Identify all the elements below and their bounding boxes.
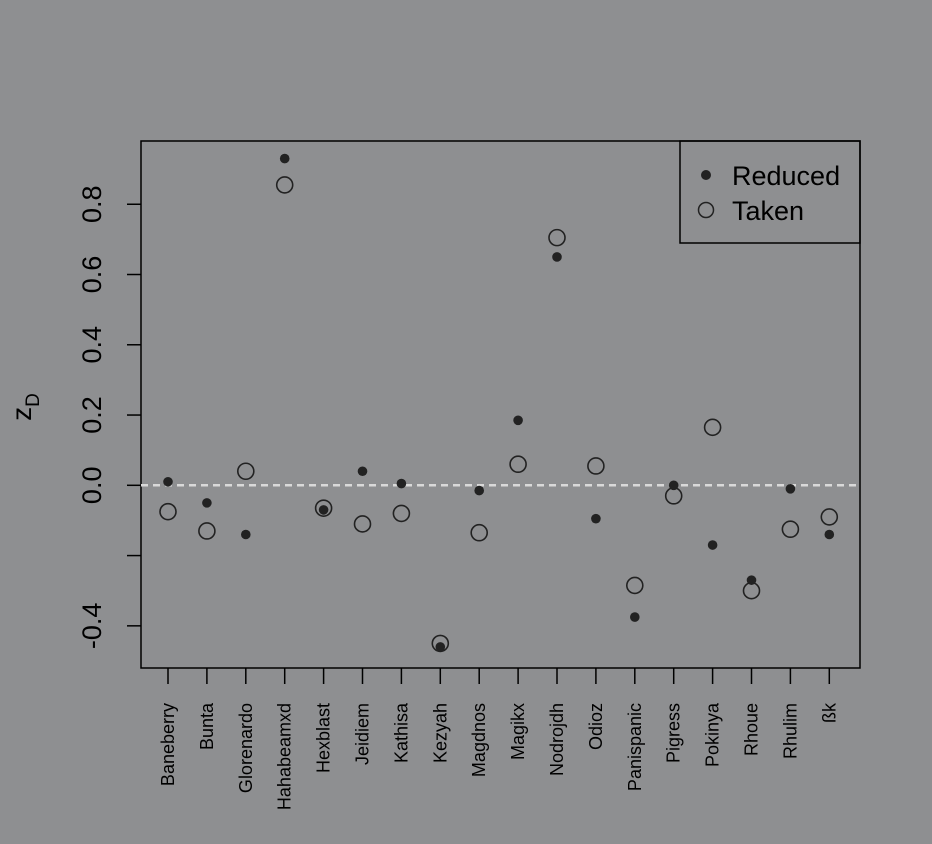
legend-box [679, 140, 861, 244]
y-tick-label: 0.8 [77, 185, 107, 223]
reduced-point [668, 480, 679, 491]
taken-point [703, 418, 722, 437]
reduced-point [396, 478, 407, 489]
taken-point [159, 502, 177, 521]
taken-point [392, 504, 411, 523]
legend: Reduced Taken [679, 140, 861, 244]
plot-frame [140, 140, 861, 669]
legend-reduced-marker [701, 170, 711, 180]
y-axis-label-subscript: D [23, 393, 44, 407]
x-tick-label: Jeidiem [353, 703, 373, 765]
y-axis-label: zD [6, 393, 44, 421]
x-tick-label: Pokinya [703, 702, 723, 767]
reduced-point [746, 575, 757, 585]
y-tick-label: 0.0 [77, 467, 107, 505]
x-tick-label: Glorenardo [236, 703, 256, 793]
y-tick-label: 0.6 [77, 256, 107, 294]
reduced-point [279, 153, 290, 164]
x-tick-label: ßk [819, 702, 839, 723]
y-axis: 0.8 0.6 0.4 0.2 0.0 -0.4 [77, 185, 141, 649]
reduced-point [474, 485, 485, 496]
taken-point [548, 228, 566, 247]
reduced-point [163, 476, 173, 487]
taken-point [587, 457, 605, 475]
reduced-point [552, 252, 562, 262]
x-tick-label: Kezyah [430, 703, 450, 763]
legend-taken-label: Taken [732, 196, 804, 226]
x-tick-label: Hahabeamxd [275, 703, 295, 810]
reduced-point [357, 466, 368, 477]
legend-reduced-label: Reduced [732, 161, 840, 191]
taken-point [353, 515, 372, 533]
x-tick-label: Panispanic [625, 703, 645, 791]
x-tick-label: Magdnos [469, 703, 489, 777]
data-points [159, 153, 839, 653]
taken-point [237, 462, 255, 481]
x-tick-label: Nodrojdh [547, 703, 567, 776]
y-tick-label: -0.4 [77, 603, 107, 650]
taken-point [314, 499, 333, 517]
y-tick-label: 0.4 [77, 326, 107, 364]
taken-point [625, 576, 644, 595]
x-tick-label: Odioz [586, 703, 606, 750]
taken-point [198, 522, 216, 540]
x-tick-label: Baneberry [158, 703, 178, 786]
taken-point [781, 520, 800, 539]
reduced-point [241, 529, 251, 540]
taken-point [470, 523, 489, 542]
reduced-point [824, 529, 835, 540]
y-tick-label: 0.2 [77, 396, 107, 434]
taken-point [275, 176, 294, 194]
reduced-point [785, 484, 796, 494]
x-axis: Baneberry Bunta Glorenardo Hahabeamxd Hexbla… [158, 668, 839, 810]
x-tick-label: Pigress [664, 703, 684, 763]
taken-point [820, 508, 839, 526]
legend-taken-marker [697, 201, 715, 219]
x-tick-label: Kathisa [391, 702, 411, 763]
x-tick-label: Rhulim [780, 703, 800, 759]
reduced-point [513, 415, 523, 426]
reduced-point [202, 498, 212, 508]
x-tick-label: Rhoue [742, 703, 762, 756]
x-tick-label: Hexblast [314, 703, 334, 773]
x-tick-label: Magikx [508, 703, 528, 760]
reduced-point [435, 642, 446, 652]
y-axis-label-main: z [6, 407, 37, 421]
x-tick-label: Bunta [197, 702, 217, 750]
reduced-point [707, 540, 718, 550]
reduced-point [318, 505, 329, 515]
taken-point [509, 455, 527, 474]
reduced-point [630, 612, 640, 622]
reduced-point [591, 513, 601, 524]
